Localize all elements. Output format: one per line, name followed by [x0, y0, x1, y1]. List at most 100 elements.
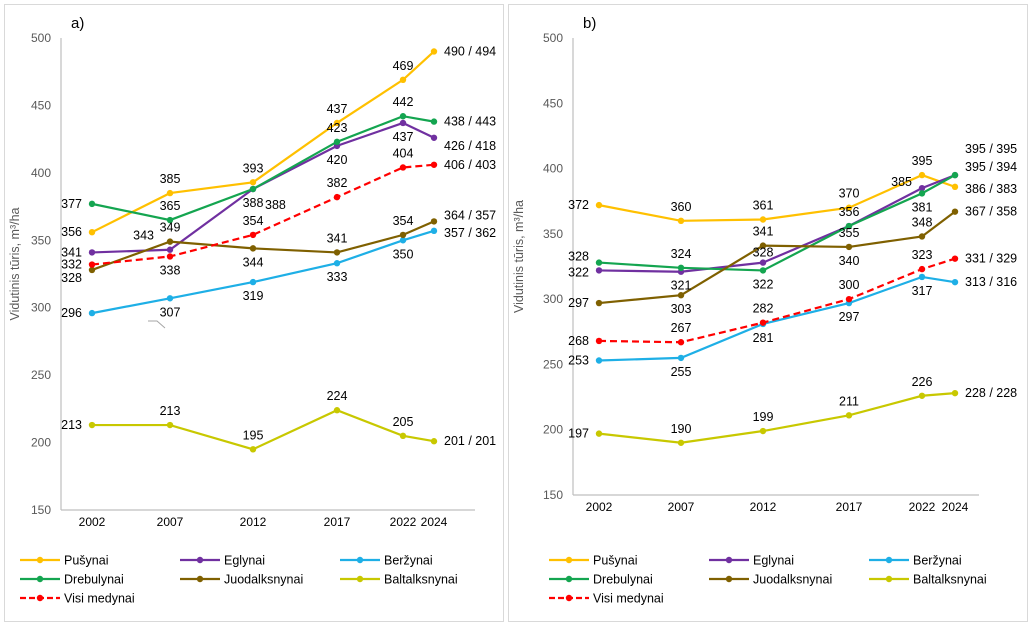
- label-leader-line: [148, 320, 166, 329]
- y-tick-label: 300: [31, 301, 51, 315]
- data-label: 372: [568, 198, 589, 212]
- y-tick-label: 150: [31, 503, 51, 517]
- panel-label: a): [71, 15, 84, 32]
- y-tick-label: 500: [543, 31, 563, 45]
- data-point: [951, 255, 959, 262]
- data-label: 322: [568, 265, 589, 279]
- data-label: 328: [61, 271, 82, 285]
- data-label: 364 / 357: [444, 208, 496, 222]
- x-tick-label: 2007: [157, 515, 184, 529]
- data-point: [399, 76, 407, 84]
- data-point: [918, 190, 926, 197]
- y-axis-title: Vidutinis tūris, m³/ha: [512, 200, 526, 313]
- data-label: 324: [671, 247, 692, 261]
- data-label: 341: [753, 225, 774, 239]
- data-label: 338: [160, 263, 181, 277]
- legend-label: Visi medynai: [593, 592, 664, 606]
- data-label: 211: [839, 394, 859, 408]
- data-point: [951, 389, 959, 397]
- y-tick-label: 300: [543, 292, 563, 306]
- data-label: 268: [568, 334, 589, 348]
- data-point: [595, 259, 603, 266]
- chart-b-svg: b) Vidutinis tūris, m³/ha 150 200 250 300 350 4…: [512, 15, 1017, 606]
- data-point: [595, 299, 603, 307]
- series-line-juodalksnynai: [91, 220, 435, 271]
- data-label: 332: [61, 258, 82, 272]
- legend-label: Eglynai: [753, 554, 794, 568]
- data-label: 393: [243, 161, 264, 175]
- data-point: [677, 354, 685, 362]
- data-label: 267: [671, 321, 692, 335]
- series-line-eglynai: [91, 121, 435, 254]
- data-label: 303: [671, 302, 692, 316]
- chart-panel-b: b) Vidutinis tūris, m³/ha 150 200 250 300 350 4…: [508, 4, 1028, 622]
- data-label: 190: [671, 422, 692, 436]
- y-tick-label: 150: [543, 488, 563, 502]
- data-label: 356: [61, 225, 82, 239]
- data-label: 442: [393, 95, 414, 109]
- data-label: 205: [393, 415, 414, 429]
- legend-dot-marker: [196, 575, 204, 583]
- legend-label: Visi medynai: [64, 592, 135, 606]
- data-label: 213: [160, 404, 181, 418]
- data-label: 195: [243, 428, 264, 442]
- data-label: 228 / 228: [965, 386, 1017, 400]
- data-label: 296: [61, 306, 82, 320]
- data-label: 377: [61, 197, 82, 211]
- data-point: [399, 432, 407, 440]
- data-point: [249, 179, 257, 186]
- series-line-baltalksnynai: [92, 409, 435, 451]
- legend-dot-marker: [565, 594, 573, 602]
- data-point: [677, 264, 685, 272]
- data-label: 350: [393, 247, 414, 261]
- data-point: [430, 134, 438, 141]
- y-tick-label: 400: [543, 162, 563, 176]
- data-label: 300: [839, 278, 860, 292]
- data-point: [399, 237, 407, 244]
- data-label: 213: [61, 418, 82, 432]
- x-tick-label: 2024: [942, 500, 969, 514]
- data-label: 343: [133, 229, 154, 243]
- data-label: 361: [753, 198, 774, 212]
- data-point: [88, 200, 96, 208]
- data-point: [430, 161, 438, 168]
- data-point: [595, 430, 603, 437]
- y-tick-label: 200: [543, 423, 563, 437]
- data-point: [166, 295, 174, 302]
- series-line-drebulynai: [91, 115, 435, 222]
- data-label: 385: [891, 175, 912, 189]
- data-point: [595, 267, 603, 274]
- data-point: [430, 218, 438, 225]
- data-point: [759, 216, 767, 223]
- data-point: [166, 246, 174, 253]
- data-point: [759, 259, 767, 266]
- x-tick-label: 2002: [586, 500, 613, 514]
- data-point: [249, 278, 257, 286]
- data-label: 395 / 395: [965, 142, 1017, 156]
- data-point: [951, 171, 959, 179]
- data-label: 255: [671, 365, 692, 379]
- data-point: [918, 171, 926, 179]
- data-label: 404: [393, 146, 414, 160]
- data-label: 469: [393, 59, 414, 73]
- legend-dot-marker: [565, 556, 573, 564]
- series-line-baltalksnynai: [598, 392, 956, 444]
- series-line-visi-medynai: [598, 257, 956, 344]
- data-label: 307: [160, 305, 181, 319]
- data-label: 281: [753, 331, 774, 345]
- data-label: 381: [912, 200, 933, 214]
- data-label: 354: [243, 214, 264, 228]
- data-label: 395 / 394: [965, 160, 1017, 174]
- data-point: [845, 204, 853, 211]
- data-label: 386 / 383: [965, 182, 1017, 196]
- data-point: [166, 238, 174, 245]
- data-point: [88, 249, 96, 256]
- data-point: [430, 227, 438, 235]
- data-point: [918, 265, 926, 273]
- data-label: 437: [393, 130, 414, 144]
- legend-dot-marker: [36, 594, 44, 602]
- legend-dot-marker: [356, 556, 364, 564]
- data-label: 197: [568, 427, 589, 441]
- y-axis-title: Vidutinis tūris, m³/ha: [8, 207, 22, 320]
- data-point: [677, 292, 685, 299]
